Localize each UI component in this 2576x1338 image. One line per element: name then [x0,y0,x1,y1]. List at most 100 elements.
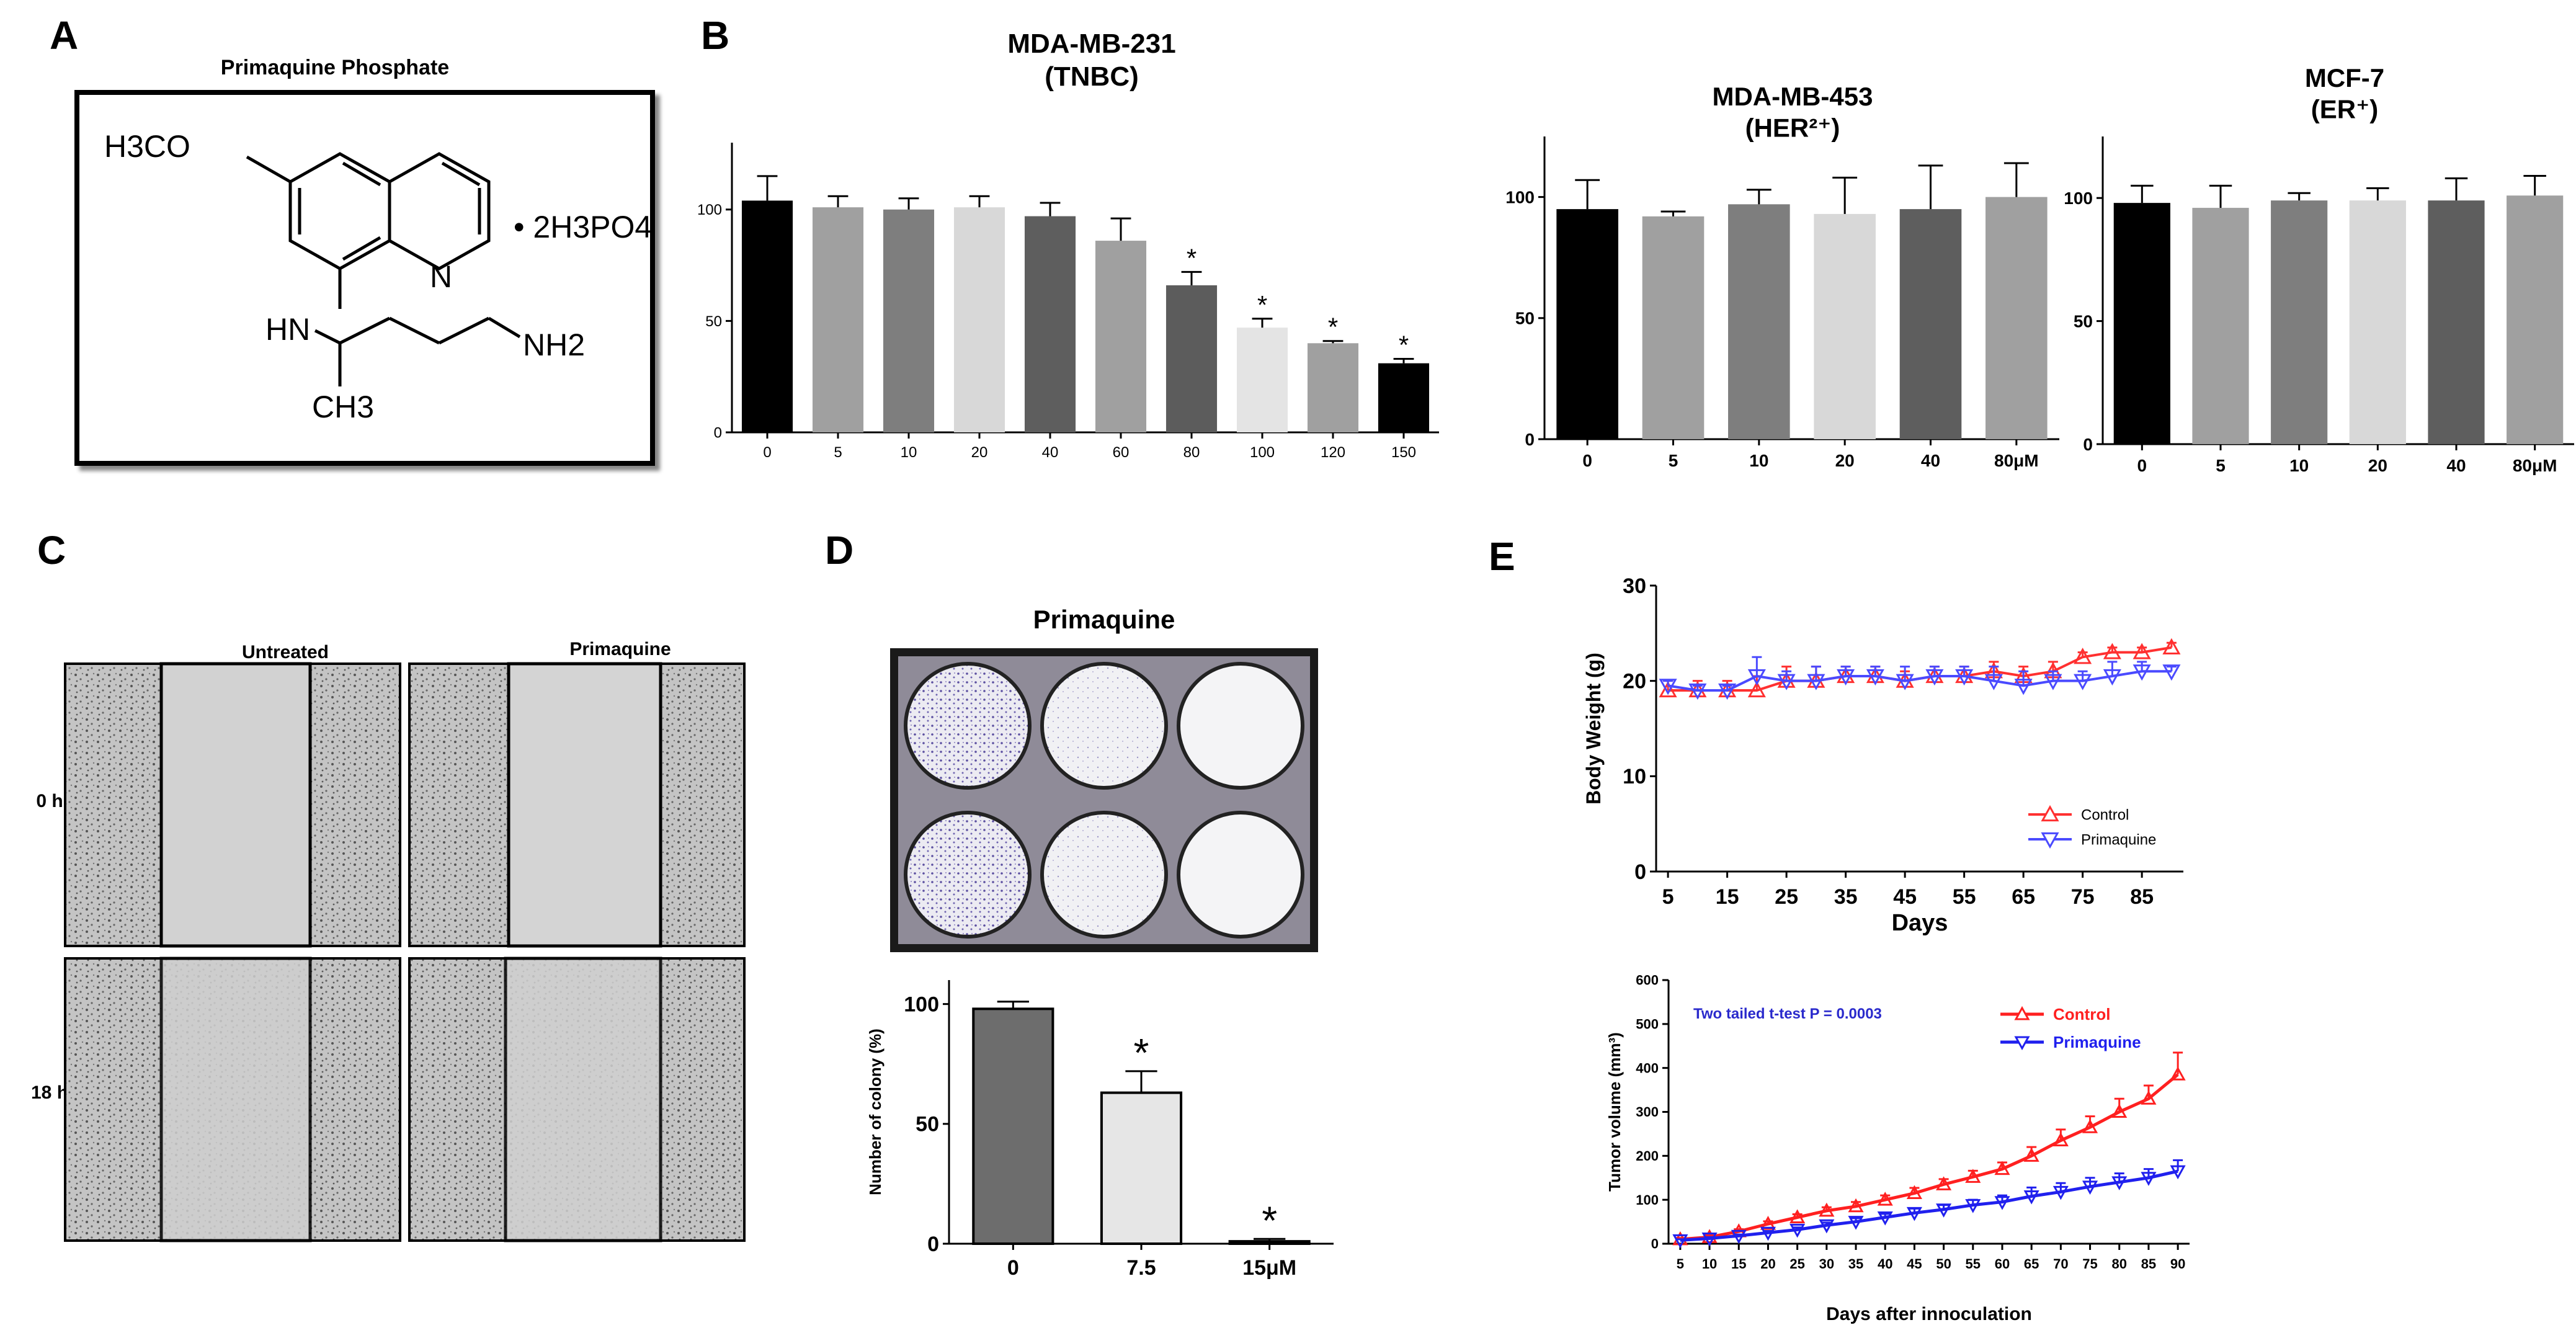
data-point [1731,1229,1747,1244]
x-tick-label: 40 [1878,1256,1892,1272]
data-point [1936,1176,1952,1190]
data-point [2044,674,2062,690]
significance-star: * [1328,313,1338,342]
chart-body-weight: 0 10 20 30 5 15 25 35 45 55 65 75 85 Control Primaquin… [1582,574,2183,936]
data-point [2111,1176,2128,1190]
methoxy-label: H3CO [104,129,190,164]
x-tick-label: 7.5 [1126,1256,1156,1280]
y-tick-label: 400 [1636,1060,1659,1076]
bar [1814,213,1876,439]
data-point [2162,664,2181,681]
compound-title: Primaquine Phosphate [220,56,450,79]
data-point [1925,669,1944,686]
data-point [1659,679,1677,695]
x-tick-label: 0 [1582,451,1592,470]
y-tick-label: 100 [2064,189,2093,208]
data-point [1984,674,2003,690]
bar [741,200,793,432]
x-tick-label: 5 [834,444,842,461]
x-tick-label: 5 [2216,456,2226,475]
legend-marker [2041,805,2059,822]
y-tick-label: 0 [1651,1236,1659,1252]
colony-plate-image [890,648,1318,952]
data-point [2074,674,2092,690]
legend-label: Primaquine [2081,831,2156,848]
bar [972,1007,1054,1245]
y-tick-label: 0 [2083,435,2093,454]
y-tick-label: 30 [1623,574,1646,598]
x-tick-label: 20 [1760,1256,1775,1272]
bar [883,209,935,432]
bar [1556,209,1618,439]
bar [2428,200,2485,444]
x-tick-label: 65 [2012,885,2035,909]
data-point [2111,1104,2128,1118]
bar [812,207,864,432]
chart-subtitle: (ER⁺) [2311,94,2379,123]
x-tick-label: 90 [2170,1256,2185,1272]
y-tick-label: 100 [1505,187,1535,207]
data-point [1955,669,1974,686]
data-point [1760,1226,1776,1241]
x-tick-label: 70 [2053,1256,2068,1272]
x-tick-label: 20 [2368,456,2387,475]
significance-star: * [1262,1198,1277,1242]
x-tick-label: 80 [2111,1256,2126,1272]
wound-gap [507,662,662,948]
series-line [1680,1169,2178,1242]
bar [1899,209,1962,439]
row-18h: 18 h [30,1082,69,1103]
data-point [1807,674,1825,690]
y-tick-label: 50 [1515,309,1535,328]
panel-letter-b: B [701,13,730,58]
chart-mda-mb-453: MDA-MB-453(HER²⁺) 0 50 100 0 5 10 20 40 80μM [1505,82,2059,470]
x-tick-label: 100 [1250,444,1275,461]
data-point [1906,1206,1922,1221]
legend-label: Control [2053,1005,2110,1024]
chart-tumor-volume: 0 100 200 300 400 500 600 5 10 15 20 25 30 35 40 45 50 55… [1605,973,2190,1324]
bar [2192,208,2249,444]
stat-annotation: Two tailed t-test P = 0.0003 [1693,1006,1882,1022]
data-point [1896,674,1914,690]
plate-title: Primaquine [1033,605,1175,634]
data-point [2170,1165,2186,1180]
data-point [1936,1203,1952,1218]
x-tick-label: 10 [901,444,917,461]
hn-label: HN [265,312,310,347]
chart-subtitle: (HER²⁺) [1745,113,1840,142]
legend-marker [2041,832,2059,849]
x-tick-label: 0 [2137,456,2147,475]
data-point [1866,669,1884,686]
bar [1378,363,1430,432]
panel-letter-a: A [50,13,79,58]
data-point [2014,679,2033,695]
data-point [2052,1132,2069,1147]
x-tick-label: 0 [763,444,771,461]
x-tick-label: 60 [1113,444,1130,461]
nh2-label: NH2 [523,328,585,362]
primaquine-structure: H3CO • 2H3PO4 N HN NH2 CH3 [104,129,652,424]
x-tick-label: 10 [2289,456,2309,475]
x-tick-label: 60 [1995,1256,2010,1272]
wound-gap [159,662,312,948]
chart-subtitle: (TNBC) [1045,61,1139,92]
x-tick-label: 10 [1749,451,1768,470]
chart-title: MDA-MB-453 [1712,82,1873,111]
x-tick-label: 30 [1819,1256,1834,1272]
data-point [2023,1190,2039,1205]
data-point [1837,669,1855,686]
y-axis-label: Tumor volume (mm³) [1605,1032,1624,1192]
chart-mcf-7: MCF-7(ER⁺) 0 50 100 0 5 10 20 40 80μM [2064,68,2574,475]
x-tick-label: 45 [1893,885,1917,909]
y-tick-label: 50 [2074,311,2093,331]
bar [1100,1091,1183,1245]
x-tick-label: 65 [2024,1256,2039,1272]
x-tick-label: 5 [1677,1256,1684,1272]
x-tick-label: 40 [1042,444,1059,461]
x-tick-label: 55 [1966,1256,1981,1272]
chart-title: MDA-MB-231 [1007,29,1175,59]
bar [2271,200,2328,444]
bar [2349,200,2406,444]
data-point [2103,643,2121,659]
y-tick-label: 0 [714,424,722,441]
